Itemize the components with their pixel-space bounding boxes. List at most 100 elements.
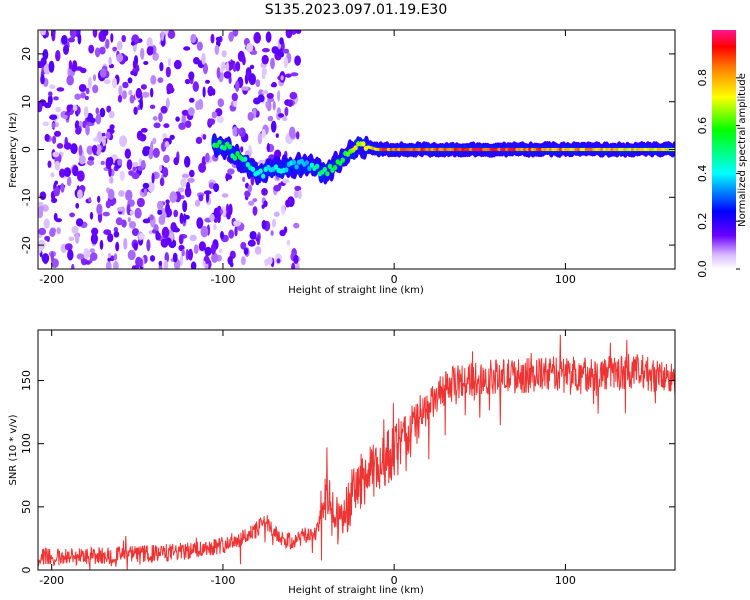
- heatmap-cell: [107, 233, 114, 243]
- heatmap-cell: [314, 163, 320, 169]
- heatmap-cell: [125, 189, 133, 201]
- y-tick-label: -10: [20, 188, 33, 206]
- heatmap-cell: [270, 120, 277, 133]
- heatmap-cell: [92, 144, 97, 156]
- heatmap-cell: [107, 188, 115, 200]
- heatmap-cell: [48, 91, 53, 97]
- heatmap-cell: [149, 255, 156, 262]
- heatmap-cell: [85, 123, 90, 136]
- heatmap-cell: [127, 249, 136, 261]
- heatmap-cell: [113, 260, 119, 269]
- heatmap-cell: [152, 147, 160, 158]
- heatmap-cell: [66, 104, 72, 113]
- heatmap-cell: [133, 106, 138, 116]
- heatmap-cell: [105, 38, 110, 50]
- heatmap-cell: [294, 55, 301, 66]
- heatmap-cell: [198, 241, 206, 252]
- heatmap-cell: [240, 146, 244, 153]
- heatmap-cell: [284, 106, 289, 117]
- heatmap-cell: [146, 239, 151, 252]
- heatmap-cell: [128, 221, 137, 229]
- heatmap-cell: [77, 33, 82, 45]
- heatmap-cell: [286, 239, 291, 246]
- heatmap-cell: [213, 183, 220, 193]
- heatmap-cell: [243, 156, 248, 162]
- x-tick-label: -100: [210, 574, 235, 587]
- heatmap-cell: [283, 48, 290, 54]
- heatmap-cell: [196, 41, 203, 51]
- heatmap-cell: [167, 30, 176, 39]
- heatmap-cell: [38, 205, 44, 212]
- heatmap-cell: [214, 44, 220, 55]
- heatmap-cell: [76, 253, 85, 260]
- heatmap-cell: [250, 176, 255, 186]
- heatmap-cell: [43, 218, 50, 229]
- heatmap-cell: [288, 126, 296, 139]
- heatmap-cell: [138, 233, 145, 240]
- heatmap-cell: [108, 156, 114, 166]
- colorbar-tick-label: 0.6: [696, 117, 709, 135]
- heatmap-cell: [172, 252, 178, 263]
- heatmap-cell: [63, 142, 72, 150]
- heatmap-cell: [210, 33, 215, 44]
- heatmap-cell: [39, 30, 48, 36]
- heatmap-cell: [207, 118, 216, 126]
- heatmap-cell: [162, 167, 169, 178]
- heatmap-cell: [71, 263, 75, 269]
- heatmap-cell: [232, 30, 239, 37]
- heatmap-cell: [248, 73, 256, 86]
- heatmap-cell: [165, 202, 171, 215]
- heatmap-cell: [201, 52, 206, 65]
- heatmap-cell: [216, 205, 222, 218]
- heatmap-cell: [92, 84, 99, 94]
- heatmap-cell: [219, 209, 223, 215]
- heatmap-cell: [180, 254, 184, 266]
- heatmap-cell: [112, 77, 117, 89]
- heatmap-cell: [189, 234, 197, 242]
- heatmap-cell: [218, 248, 223, 253]
- heatmap-cell: [75, 202, 80, 209]
- colorbar-tick-label: 0.4: [696, 165, 709, 183]
- heatmap-cell: [225, 61, 230, 73]
- heatmap-cell: [293, 254, 299, 264]
- heatmap-cell: [169, 191, 178, 203]
- heatmap-cell: [187, 107, 195, 116]
- heatmap-cell: [272, 100, 276, 111]
- heatmap-cell: [188, 71, 195, 81]
- heatmap-cell: [75, 218, 84, 227]
- heatmap-cell: [254, 246, 262, 255]
- heatmap-cell: [102, 135, 106, 147]
- heatmap-cell: [52, 135, 57, 144]
- heatmap-cell: [95, 107, 100, 115]
- heatmap-cell: [294, 164, 299, 170]
- heatmap-cell: [160, 105, 168, 114]
- heatmap-cell: [167, 58, 172, 66]
- heatmap-cell: [193, 57, 200, 65]
- heatmap-cell: [87, 156, 95, 162]
- heatmap-cell: [42, 121, 50, 127]
- heatmap-cell: [273, 164, 279, 170]
- heatmap-cell: [209, 213, 215, 222]
- heatmap-cell: [267, 256, 273, 265]
- heatmap-cell: [122, 81, 129, 89]
- heatmap-cell: [51, 31, 56, 42]
- heatmap-cell: [190, 261, 197, 269]
- heatmap-cell: [46, 237, 50, 242]
- heatmap-cell: [279, 37, 284, 45]
- heatmap-cell: [76, 170, 85, 182]
- heatmap-cell: [139, 258, 143, 267]
- heatmap-cell: [213, 217, 218, 223]
- heatmap-cell: [163, 123, 170, 129]
- heatmap-cell: [133, 242, 138, 251]
- heatmap-cell: [289, 91, 298, 100]
- heatmap-cell: [103, 79, 111, 85]
- heatmap-cell: [140, 84, 147, 90]
- heatmap-cell: [244, 190, 251, 198]
- heatmap-cell: [322, 166, 327, 173]
- heatmap-cell: [38, 102, 43, 113]
- heatmap-cell: [287, 99, 293, 107]
- heatmap-cell: [69, 212, 75, 218]
- heatmap-cell: [109, 176, 114, 184]
- heatmap-cell: [109, 124, 115, 130]
- heatmap-cell: [157, 77, 164, 83]
